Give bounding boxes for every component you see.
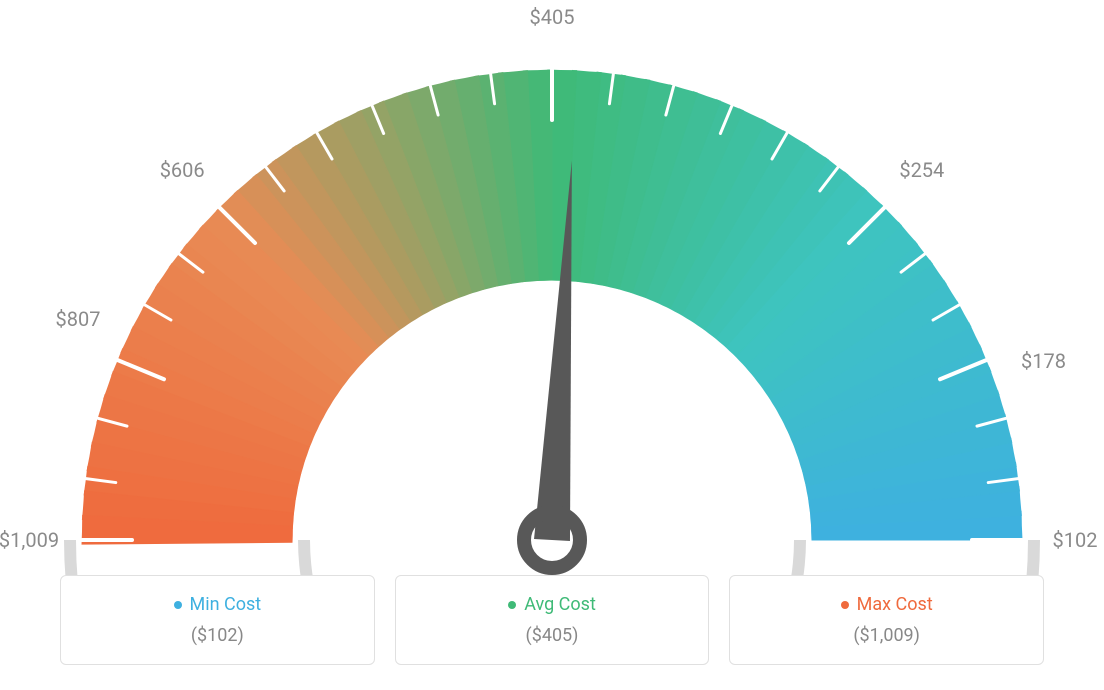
legend-value-max: ($1,009) [740, 625, 1033, 646]
legend-label-max: Max Cost [857, 594, 933, 615]
gauge-tick-label: $254 [899, 158, 944, 182]
legend-value-avg: ($405) [406, 625, 699, 646]
legend-card-min: Min Cost ($102) [60, 575, 375, 666]
gauge-tick-label: $606 [160, 158, 205, 182]
legend-value-min: ($102) [71, 625, 364, 646]
legend-row: Min Cost ($102) Avg Cost ($405) Max Cost… [60, 575, 1044, 666]
legend-title-avg: Avg Cost [508, 594, 596, 615]
gauge-tick-label: $405 [530, 5, 575, 29]
legend-dot-min [174, 601, 182, 609]
gauge-tick-label: $102 [1053, 528, 1098, 552]
legend-title-min: Min Cost [174, 594, 262, 615]
gauge-svg [0, 20, 1104, 580]
legend-title-max: Max Cost [841, 594, 933, 615]
gauge-tick-label: $1,009 [0, 528, 59, 552]
legend-dot-avg [508, 601, 516, 609]
legend-label-avg: Avg Cost [524, 594, 596, 615]
legend-dot-max [841, 601, 849, 609]
gauge-tick-label: $178 [1021, 349, 1066, 373]
legend-label-min: Min Cost [190, 594, 262, 615]
legend-card-max: Max Cost ($1,009) [729, 575, 1044, 666]
legend-card-avg: Avg Cost ($405) [395, 575, 710, 666]
gauge-tick-label: $807 [56, 307, 101, 331]
gauge-chart: $102 $178 $254 $405 $606 $807 $1,009 [0, 0, 1104, 560]
